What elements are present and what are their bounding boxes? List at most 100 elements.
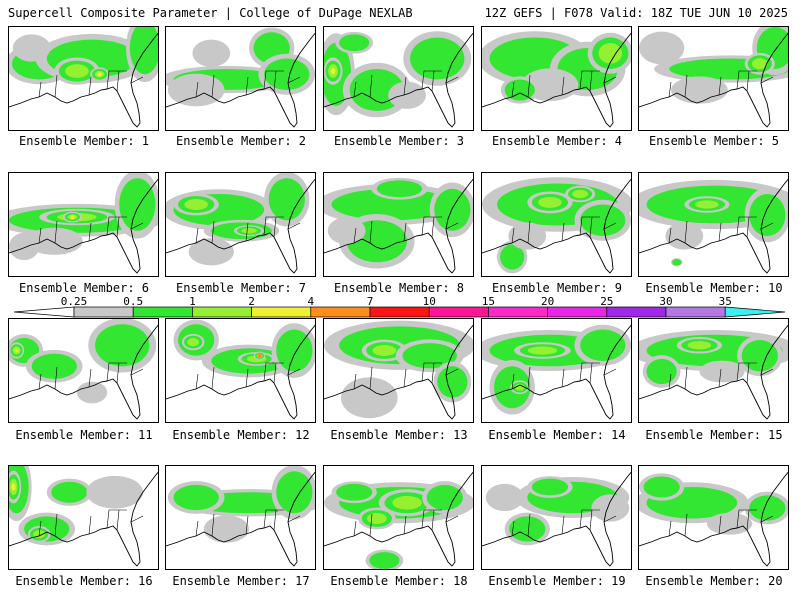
ensemble-member-label: Ensemble Member: 14 (488, 428, 626, 442)
state-borders (511, 509, 617, 537)
colorbar-segment (606, 306, 667, 318)
scp-contour-fill (392, 495, 422, 510)
state-borders (353, 70, 459, 98)
valid-time-label: 12Z GEFS | F078 Valid: 18Z TUE JUN 10 20… (484, 6, 788, 20)
map-panel-member-3 (323, 26, 474, 131)
scp-contour-fill (531, 478, 569, 496)
ensemble-member-label: Ensemble Member: 3 (333, 134, 465, 148)
ensemble-member-label: Ensemble Member: 12 (172, 428, 310, 442)
scp-contour-fill (749, 194, 786, 236)
coastline (639, 324, 788, 420)
scp-map (9, 173, 158, 274)
colorbar-tick-label: 0.25 (60, 295, 88, 308)
scp-contour-fill (119, 178, 156, 231)
colorbar-tick-label: 35 (718, 295, 732, 308)
ensemble-member-label: Ensemble Member: 2 (175, 134, 307, 148)
scp-map (482, 471, 631, 567)
colorbar-segment (310, 306, 371, 318)
map-panel-member-4 (481, 26, 632, 131)
scp-contour-fill (367, 513, 387, 524)
scp-contour-fill (330, 67, 336, 75)
colorbar-segment (724, 306, 786, 318)
scp-contour-fill (14, 348, 19, 353)
state-borders (668, 216, 774, 244)
coastline (9, 32, 158, 128)
map-panel-member-12 (165, 318, 316, 423)
coastline (166, 324, 315, 420)
map-panel-member-10 (638, 172, 789, 277)
state-borders (195, 362, 301, 390)
scp-map (166, 27, 315, 128)
scp-contour-fill (95, 324, 150, 367)
scp-contour-halo (12, 34, 51, 62)
coastline (482, 471, 631, 567)
scp-map (324, 471, 473, 569)
state-borders (511, 362, 617, 390)
ensemble-member-label: Ensemble Member: 18 (330, 574, 468, 588)
state-borders (195, 216, 301, 244)
colorbar-segment (369, 306, 430, 318)
coastline (166, 471, 315, 567)
state-borders (195, 70, 301, 98)
scp-map (639, 27, 788, 128)
state-borders (353, 362, 459, 390)
scp-contour-halo (388, 81, 426, 109)
scp-contour-fill (184, 199, 208, 210)
scp-contour-fill (173, 484, 219, 511)
scp-map (482, 31, 631, 128)
ensemble-member-label: Ensemble Member: 4 (491, 134, 623, 148)
map-panel-member-18 (323, 465, 474, 570)
colorbar-segment (251, 306, 312, 318)
scp-contour-halo (591, 494, 630, 522)
ensemble-member-label: Ensemble Member: 9 (491, 281, 623, 295)
colorbar-tick-label: 15 (481, 295, 496, 308)
colorbar-tick-label: 20 (541, 295, 555, 308)
map-panel-member-5 (638, 26, 789, 131)
map-panel-member-7 (165, 172, 316, 277)
state-borders (668, 362, 774, 390)
scp-contour-fill (372, 345, 397, 356)
scp-contour-fill (580, 204, 626, 236)
scp-contour-fill (741, 340, 778, 372)
scp-contour-fill (241, 228, 257, 234)
state-borders (353, 216, 459, 244)
scp-contour-fill (598, 43, 623, 64)
ensemble-member-label: Ensemble Member: 16 (15, 574, 153, 588)
colorbar-tick-label: 0.5 (123, 295, 144, 308)
scp-contour-fill (257, 353, 262, 358)
coastline (324, 471, 473, 567)
colorbar-segment (192, 306, 252, 318)
coastline (639, 471, 788, 567)
map-panel-member-16 (8, 465, 159, 570)
scp-contour-fill (500, 244, 525, 270)
map-panel-member-17 (165, 465, 316, 570)
colorbar-tick-label: 1 (189, 295, 196, 308)
state-borders (668, 509, 774, 537)
scp-contour-fill (410, 37, 465, 80)
state-borders (511, 70, 617, 98)
scp-map (9, 319, 158, 420)
colorbar-tick-label: 7 (366, 295, 374, 308)
scp-contour-fill (97, 72, 102, 77)
scp-contour-fill (331, 188, 453, 221)
colorbar-segment (73, 306, 134, 318)
scp-contour-halo (327, 217, 366, 245)
state-borders (353, 509, 459, 537)
scp-contour-fill (572, 189, 589, 199)
state-borders (38, 216, 144, 244)
scp-contour-halo (706, 512, 753, 535)
colorbar-tick-label: 2 (248, 295, 255, 308)
scp-contour-halo (508, 222, 547, 250)
scp-map (324, 31, 473, 128)
state-borders (511, 216, 617, 244)
colorbar-min-arrow (13, 306, 75, 318)
state-borders (38, 70, 144, 98)
ensemble-member-label: Ensemble Member: 20 (645, 574, 783, 588)
map-panel-member-2 (165, 26, 316, 131)
colorbar-segment (547, 306, 608, 318)
scp-contour-halo (76, 381, 108, 404)
colorbar-segment (428, 306, 489, 318)
ensemble-member-label: Ensemble Member: 10 (645, 281, 783, 295)
coastline (166, 178, 315, 274)
map-panel-member-6 (8, 172, 159, 277)
